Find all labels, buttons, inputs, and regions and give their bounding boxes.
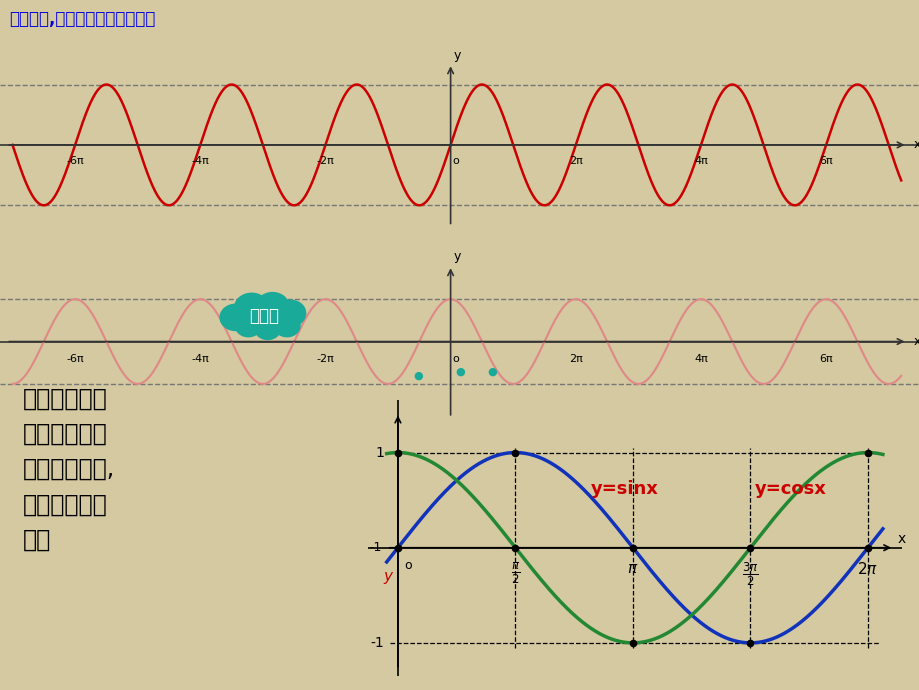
Text: 1: 1	[375, 446, 384, 460]
Text: y: y	[453, 250, 460, 263]
Text: -1: -1	[369, 541, 381, 554]
Text: x: x	[913, 335, 919, 348]
Text: -6π: -6π	[66, 354, 84, 364]
Text: y: y	[453, 48, 460, 61]
Text: ●: ●	[455, 366, 464, 376]
Text: x: x	[897, 532, 905, 546]
Text: o: o	[452, 354, 459, 364]
Text: y=cosx: y=cosx	[754, 480, 826, 497]
Text: 6π: 6π	[819, 156, 832, 166]
Text: ●: ●	[414, 371, 423, 381]
Text: -2π: -2π	[316, 156, 334, 166]
Text: 请观察正弦曲
线、余弦曲线
的形状和位置,
说出它们的性
质。: 请观察正弦曲 线、余弦曲线 的形状和位置, 说出它们的性 质。	[23, 386, 115, 552]
Text: 正弦函数,余弦函数的图象和性质: 正弦函数,余弦函数的图象和性质	[9, 10, 155, 28]
Text: $\pi$: $\pi$	[627, 561, 638, 576]
Text: 2π: 2π	[568, 354, 582, 364]
Text: 4π: 4π	[693, 354, 707, 364]
Text: -4π: -4π	[191, 354, 209, 364]
Text: $\frac{3\pi}{2}$: $\frac{3\pi}{2}$	[742, 561, 758, 589]
Text: 4π: 4π	[693, 156, 707, 166]
Text: y: y	[382, 569, 391, 584]
Text: x: x	[913, 139, 919, 151]
Text: -4π: -4π	[191, 156, 209, 166]
Text: ●: ●	[487, 366, 496, 376]
Text: $\frac{\pi}{2}$: $\frac{\pi}{2}$	[510, 561, 519, 586]
Text: 6π: 6π	[819, 354, 832, 364]
Text: $2\pi$: $2\pi$	[857, 561, 878, 577]
Text: o: o	[403, 559, 411, 572]
Text: y=sinx: y=sinx	[590, 480, 658, 497]
Text: 想一想: 想一想	[249, 307, 279, 325]
Text: -1: -1	[370, 636, 384, 650]
Text: o: o	[452, 156, 459, 166]
Text: 2π: 2π	[568, 156, 582, 166]
Text: -2π: -2π	[316, 354, 334, 364]
Text: -6π: -6π	[66, 156, 84, 166]
